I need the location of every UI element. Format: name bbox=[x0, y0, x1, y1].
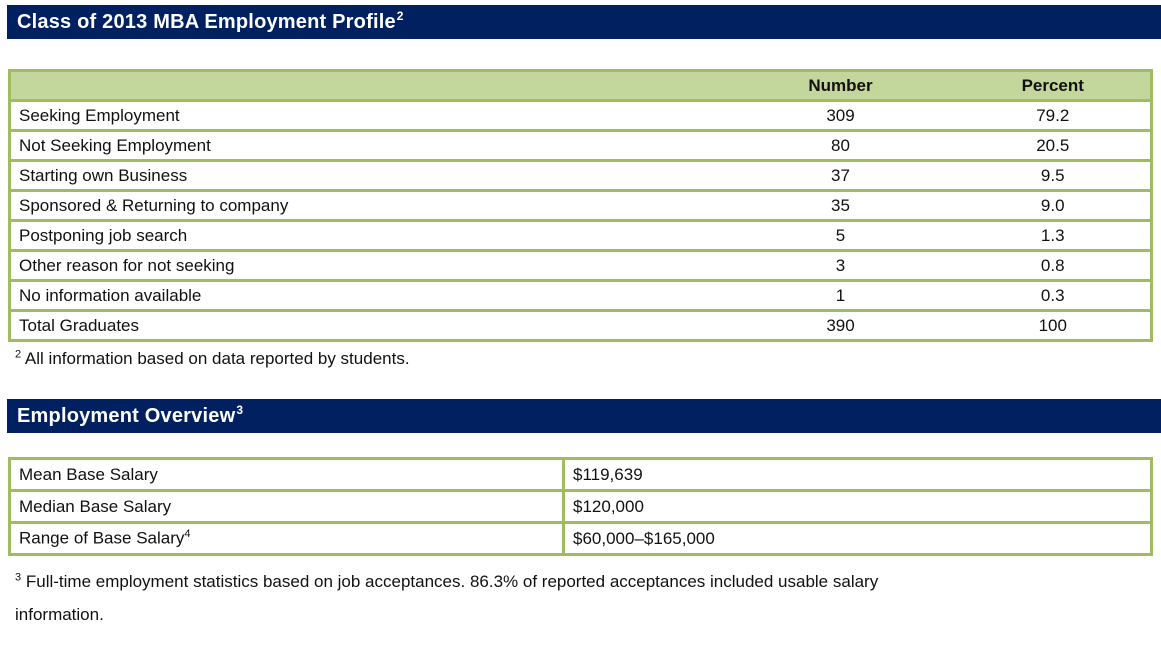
profile-table-body: Seeking Employment 309 79.2 Not Seeking Emp… bbox=[8, 99, 1153, 342]
row-label: Sponsored & Returning to company bbox=[8, 189, 726, 222]
row-value: $120,000 bbox=[562, 489, 1153, 524]
row-percent-value: 0.8 bbox=[955, 249, 1153, 282]
row-label: Total Graduates bbox=[8, 309, 726, 342]
row-percent-value: 1.3 bbox=[955, 219, 1153, 252]
footnote-text: Full-time employment statistics based on… bbox=[15, 572, 879, 624]
row-percent-value: 0.3 bbox=[955, 279, 1153, 312]
row-label: Other reason for not seeking bbox=[8, 249, 726, 282]
row-number-value: 3 bbox=[725, 249, 956, 282]
table-row: Starting own Business 37 9.5 bbox=[8, 159, 1153, 192]
title-superscript: 2 bbox=[396, 8, 404, 23]
row-number-value: 1 bbox=[725, 279, 956, 312]
row-number-value: 390 bbox=[725, 309, 956, 342]
table-row: Not Seeking Employment 80 20.5 bbox=[8, 129, 1153, 162]
footnote-text: All information based on data reported b… bbox=[24, 349, 410, 368]
section-title-overview: Employment Overview3 bbox=[17, 402, 244, 427]
section-title-bar-profile: Class of 2013 MBA Employment Profile2 bbox=[7, 5, 1161, 39]
row-label: Seeking Employment bbox=[8, 99, 726, 132]
column-header-number: Number bbox=[725, 69, 956, 102]
row-label: No information available bbox=[8, 279, 726, 312]
employment-overview-table: Mean Base Salary $119,639 Median Base Sala… bbox=[8, 457, 1153, 556]
overview-footnote: 3 Full-time employment statistics based … bbox=[15, 565, 945, 631]
table-row: Total Graduates 390 100 bbox=[8, 309, 1153, 342]
table-row: Mean Base Salary $119,639 bbox=[8, 457, 1153, 492]
table-row: Seeking Employment 309 79.2 bbox=[8, 99, 1153, 132]
row-label: Mean Base Salary bbox=[8, 457, 565, 492]
row-percent-value: 9.5 bbox=[955, 159, 1153, 192]
table-row: Median Base Salary $120,000 bbox=[8, 489, 1153, 524]
table-header-row: Number Percent bbox=[8, 69, 1153, 102]
column-header-blank bbox=[8, 69, 726, 102]
row-label: Median Base Salary bbox=[8, 489, 565, 524]
row-label: Postponing job search bbox=[8, 219, 726, 252]
section-title-bar-overview: Employment Overview3 bbox=[7, 399, 1161, 433]
overview-table-body: Mean Base Salary $119,639 Median Base Sala… bbox=[8, 457, 1153, 556]
table-row: Other reason for not seeking 3 0.8 bbox=[8, 249, 1153, 282]
row-percent-value: 79.2 bbox=[955, 99, 1153, 132]
table-row: No information available 1 0.3 bbox=[8, 279, 1153, 312]
employment-profile-table: Number Percent Seeking Employment 309 79.2… bbox=[8, 69, 1153, 342]
row-label: Starting own Business bbox=[8, 159, 726, 192]
title-superscript: 3 bbox=[236, 402, 244, 417]
label-superscript: 4 bbox=[184, 528, 191, 541]
footnote-superscript: 2 bbox=[15, 348, 22, 361]
profile-footnote: 2 All information based on data reported… bbox=[15, 348, 1161, 370]
table-row: Postponing job search 5 1.3 bbox=[8, 219, 1153, 252]
row-percent-value: 9.0 bbox=[955, 189, 1153, 222]
table-row: Sponsored & Returning to company 35 9.0 bbox=[8, 189, 1153, 222]
section-title-profile: Class of 2013 MBA Employment Profile2 bbox=[17, 8, 404, 33]
row-number-value: 35 bbox=[725, 189, 956, 222]
row-number-value: 37 bbox=[725, 159, 956, 192]
footnote-superscript: 3 bbox=[15, 571, 22, 584]
row-number-value: 80 bbox=[725, 129, 956, 162]
table-row: Range of Base Salary4 $60,000–$165,000 bbox=[8, 521, 1153, 556]
row-value: $60,000–$165,000 bbox=[562, 521, 1153, 556]
row-value: $119,639 bbox=[562, 457, 1153, 492]
row-percent-value: 20.5 bbox=[955, 129, 1153, 162]
row-number-value: 5 bbox=[725, 219, 956, 252]
row-label: Range of Base Salary4 bbox=[8, 521, 565, 556]
column-header-percent: Percent bbox=[955, 69, 1153, 102]
row-percent-value: 100 bbox=[955, 309, 1153, 342]
row-label: Not Seeking Employment bbox=[8, 129, 726, 162]
row-number-value: 309 bbox=[725, 99, 956, 132]
